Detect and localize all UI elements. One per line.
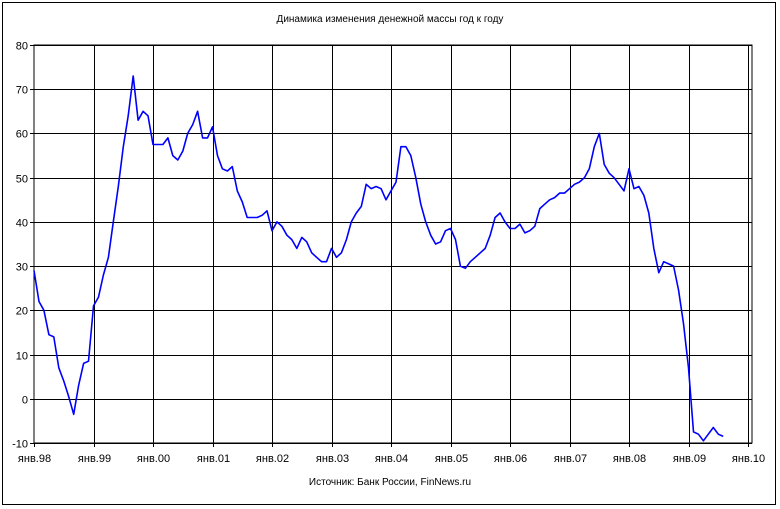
y-tick-label: 70 xyxy=(16,85,28,97)
x-tick-label: янв.10 xyxy=(732,453,765,465)
x-tick-label: янв.07 xyxy=(554,453,587,465)
y-tick-label: -10 xyxy=(12,439,28,451)
x-tick-label: янв.03 xyxy=(316,453,349,465)
y-tick-label: 10 xyxy=(16,351,28,363)
x-tick-label: янв.99 xyxy=(78,453,111,465)
x-tick-label: янв.98 xyxy=(18,453,51,465)
y-tick-label: 50 xyxy=(16,174,28,186)
x-tick-label: янв.08 xyxy=(613,453,646,465)
y-tick-label: 40 xyxy=(16,218,28,230)
y-tick-label: 80 xyxy=(16,41,28,53)
plot-area xyxy=(33,44,753,444)
x-tick-label: янв.00 xyxy=(137,453,170,465)
y-tick-label: 30 xyxy=(16,262,28,274)
grid-lines xyxy=(33,44,753,444)
y-tick-label: 0 xyxy=(22,395,28,407)
x-tick-label: янв.01 xyxy=(197,453,230,465)
x-tick-label: янв.06 xyxy=(494,453,527,465)
source-note: Источник: Банк России, FinNews.ru xyxy=(308,477,472,488)
chart-title: Динамика изменения денежной массы год к … xyxy=(276,14,504,25)
x-tick-label: янв.04 xyxy=(375,453,408,465)
x-tick-label: янв.09 xyxy=(673,453,706,465)
series-layer xyxy=(33,75,724,442)
x-tick-label: янв.02 xyxy=(256,453,289,465)
axes: -10 0 10 20 30 40 50 60 70 80 янв.98 янв.99 янв.00 ян… xyxy=(12,41,765,466)
y-tick-label: 60 xyxy=(16,129,28,141)
x-tick-label: янв.05 xyxy=(435,453,468,465)
series-line xyxy=(33,75,724,442)
y-tick-label: 20 xyxy=(16,306,28,318)
